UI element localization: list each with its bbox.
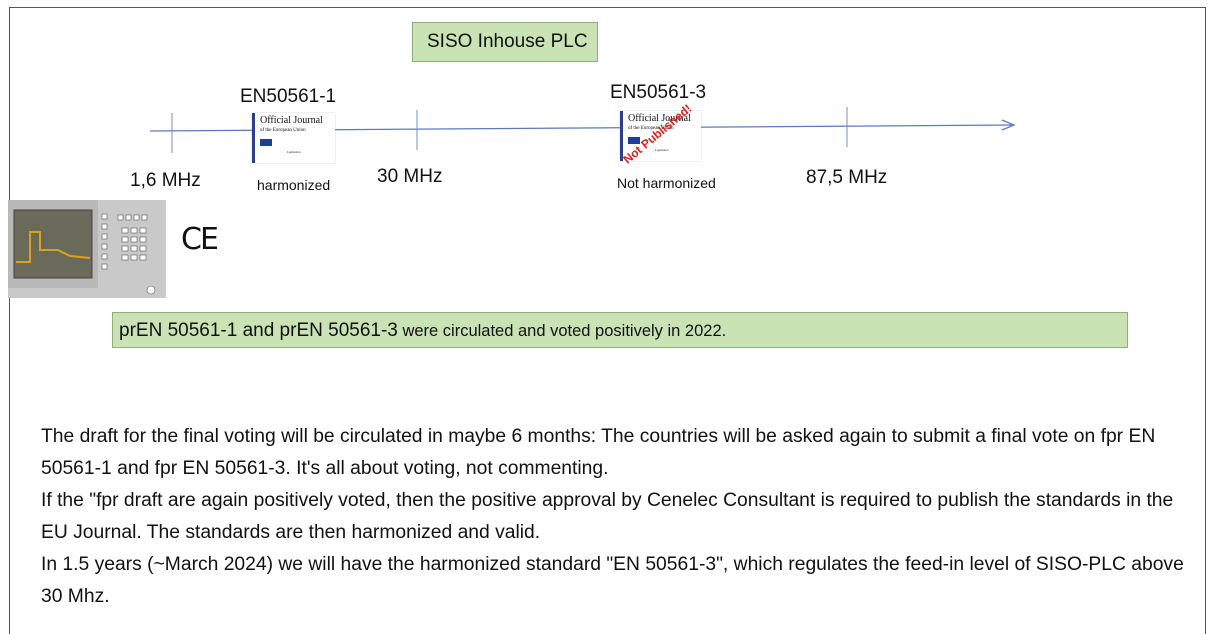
ce-mark: CE (181, 222, 217, 257)
paragraph: The draft for the final voting will be c… (41, 421, 1203, 485)
standard-label: EN50561-1 (240, 86, 336, 108)
frequency-label: 87,5 MHz (806, 167, 887, 189)
device-screen (14, 210, 92, 278)
callout: prEN 50561-1 and prEN 50561-3 were circu… (119, 320, 726, 342)
slide: SISO Inhouse PLC EN50561-1 EN50561-3 (0, 0, 1216, 634)
body-text: The draft for the final voting will be c… (41, 421, 1203, 613)
standard-label: EN50561-3 (610, 82, 706, 104)
status-label: harmonized (257, 177, 330, 193)
timeline-graphic (0, 0, 1216, 320)
frequency-label: 30 MHz (377, 166, 442, 188)
eu-flag (260, 139, 272, 146)
callout-rest: were circulated and voted positively in … (398, 322, 726, 340)
stamp: Not Published! (620, 101, 694, 166)
journal-subtitle: of the European Union (260, 128, 306, 133)
callout-box: prEN 50561-1 and prEN 50561-3 were circu… (112, 312, 1128, 348)
journal-thumbnail: Official Journal of the European Union L… (620, 111, 701, 161)
callout-lead: prEN 50561-1 and prEN 50561-3 (119, 320, 398, 341)
journal-thumbnail: Official Journal of the European Union L… (252, 113, 335, 163)
frequency-label: 1,6 MHz (130, 170, 201, 192)
journal-section: Legislation (655, 148, 669, 152)
analyzer-device (8, 200, 166, 298)
journal-title: Official Journal (260, 115, 323, 126)
journal-section: Legislation (287, 150, 301, 154)
paragraph: In 1.5 years (~March 2024) we will have … (41, 549, 1203, 613)
status-label: Not harmonized (617, 175, 716, 191)
paragraph: If the "fpr draft are again positively v… (41, 485, 1203, 549)
